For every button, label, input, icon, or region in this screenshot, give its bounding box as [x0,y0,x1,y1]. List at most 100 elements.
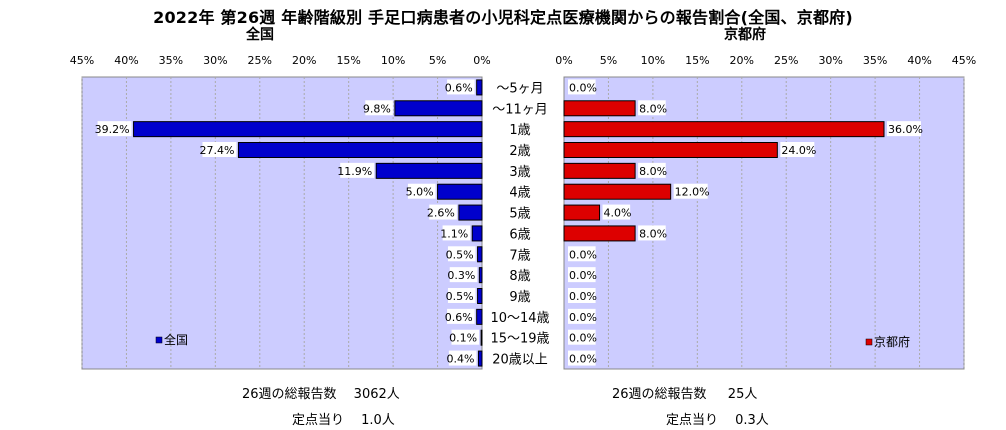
kyoto-data-label-bg [638,225,666,241]
age-category-label: 5歳 [509,207,530,222]
kyoto-tick-label: 5% [600,54,617,67]
national-data-label-bg [97,121,132,137]
kyoto-bar [563,183,672,200]
national-data-label: 11.9% [337,165,372,178]
kyoto-data-label-bg [568,308,596,324]
chart-title: 2022年 第26週 年齢階級別 手足口病患者の小児科定点医療機関からの報告割合… [153,8,853,27]
national-data-label: 0.3% [447,269,475,282]
national-data-label-bg [202,142,237,157]
national-bar [477,288,483,304]
national-data-label-bg [447,308,475,324]
national-bar [437,183,483,200]
national-bar [478,267,483,284]
national-bar [480,329,483,346]
kyoto-data-label: 0.0% [569,248,597,261]
kyoto-legend-swatch [865,338,873,346]
kyoto-data-label-bg [673,183,708,199]
kyoto-data-label-bg [887,121,921,137]
kyoto-data-label: 0.0% [569,290,597,303]
national-tick-label: 10% [381,54,405,67]
national-data-label-bg [407,183,436,199]
kyoto-legend-label: 京都府 [874,334,910,349]
national-data-label: 1.1% [440,227,468,240]
national-tick-label: 0% [473,54,490,67]
kyoto-bar [563,204,601,221]
kyoto-data-label: 4.0% [604,207,632,220]
age-category-label: 2歳 [509,144,530,159]
national-legend-swatch [155,336,163,344]
age-category-label: 9歳 [509,290,530,305]
kyoto-data-label-bg [568,267,596,283]
national-tick-label: 25% [248,54,272,67]
age-category-label: 4歳 [509,186,530,201]
national-data-label: 0.4% [446,353,474,366]
national-data-label: 2.6% [427,207,455,220]
age-category-label: 8歳 [509,269,530,284]
kyoto-tick-label: 20% [730,54,754,67]
age-category-label: 10～14歳 [490,311,549,326]
age-category-label: 1歳 [509,123,530,138]
national-data-label-bg [429,204,457,220]
national-data-label-bg [451,329,480,345]
national-bar [237,142,483,158]
kyoto-per-site: 定点当り 0.3人 [666,413,769,428]
age-category-label: 7歳 [509,248,530,263]
national-plot-area [81,76,483,370]
national-bar [471,225,483,242]
kyoto-data-label-bg [568,246,596,262]
kyoto-tick-label: 35% [863,54,887,67]
national-data-label-bg [448,350,477,366]
national-tick-label: 5% [429,54,446,67]
national-data-label-bg [365,100,393,116]
kyoto-data-label-bg [638,100,666,116]
kyoto-plot-area [563,76,965,370]
national-tick-label: 40% [114,54,138,67]
kyoto-data-label-bg [602,204,631,220]
national-bar [477,246,483,263]
kyoto-data-label-bg [780,142,815,157]
kyoto-total-reports: 26週の総報告数 25人 [612,387,758,402]
national-tick-label: 30% [203,54,227,67]
kyoto-chart-title: 京都府 [724,27,766,43]
national-bar [394,100,483,117]
kyoto-tick-label: 25% [774,54,798,67]
kyoto-bar [563,225,636,242]
national-data-label-bg [447,79,475,95]
national-tick-label: 20% [292,54,316,67]
national-bar [477,350,483,367]
national-total-reports: 26週の総報告数 3062人 [242,387,400,402]
national-bar [375,162,483,179]
national-tick-label: 45% [70,54,94,67]
kyoto-data-label: 0.0% [569,311,597,324]
kyoto-data-label: 0.0% [569,269,597,282]
kyoto-data-label-bg [568,350,596,366]
national-data-label: 0.5% [446,290,474,303]
national-data-label: 9.8% [363,102,391,115]
national-data-label-bg [447,246,476,262]
age-category-label: 20歳以上 [492,353,548,368]
national-bar [133,121,483,138]
age-category-label: ～11ヶ月 [492,102,548,117]
kyoto-data-label-bg [568,79,596,95]
kyoto-data-label-bg [568,288,596,303]
kyoto-bar [563,121,885,138]
kyoto-data-label: 0.0% [569,332,597,345]
kyoto-tick-label: 15% [685,54,709,67]
age-category-label: 15～19歳 [490,332,549,347]
kyoto-data-label-bg [638,162,666,178]
national-legend-label: 全国 [164,332,188,347]
kyoto-data-label: 0.0% [569,353,597,366]
national-tick-label: 35% [159,54,183,67]
kyoto-tick-label: 45% [952,54,976,67]
age-category-label: 3歳 [509,165,530,180]
kyoto-bar [563,142,778,158]
kyoto-data-label: 24.0% [781,144,816,157]
kyoto-bar [563,100,636,117]
kyoto-tick-label: 30% [818,54,842,67]
age-category-label: ～5ヶ月 [496,81,543,96]
national-data-label: 39.2% [95,123,130,136]
kyoto-bar [563,162,636,179]
national-chart-title: 全国 [246,27,274,43]
kyoto-data-label: 8.0% [639,227,667,240]
